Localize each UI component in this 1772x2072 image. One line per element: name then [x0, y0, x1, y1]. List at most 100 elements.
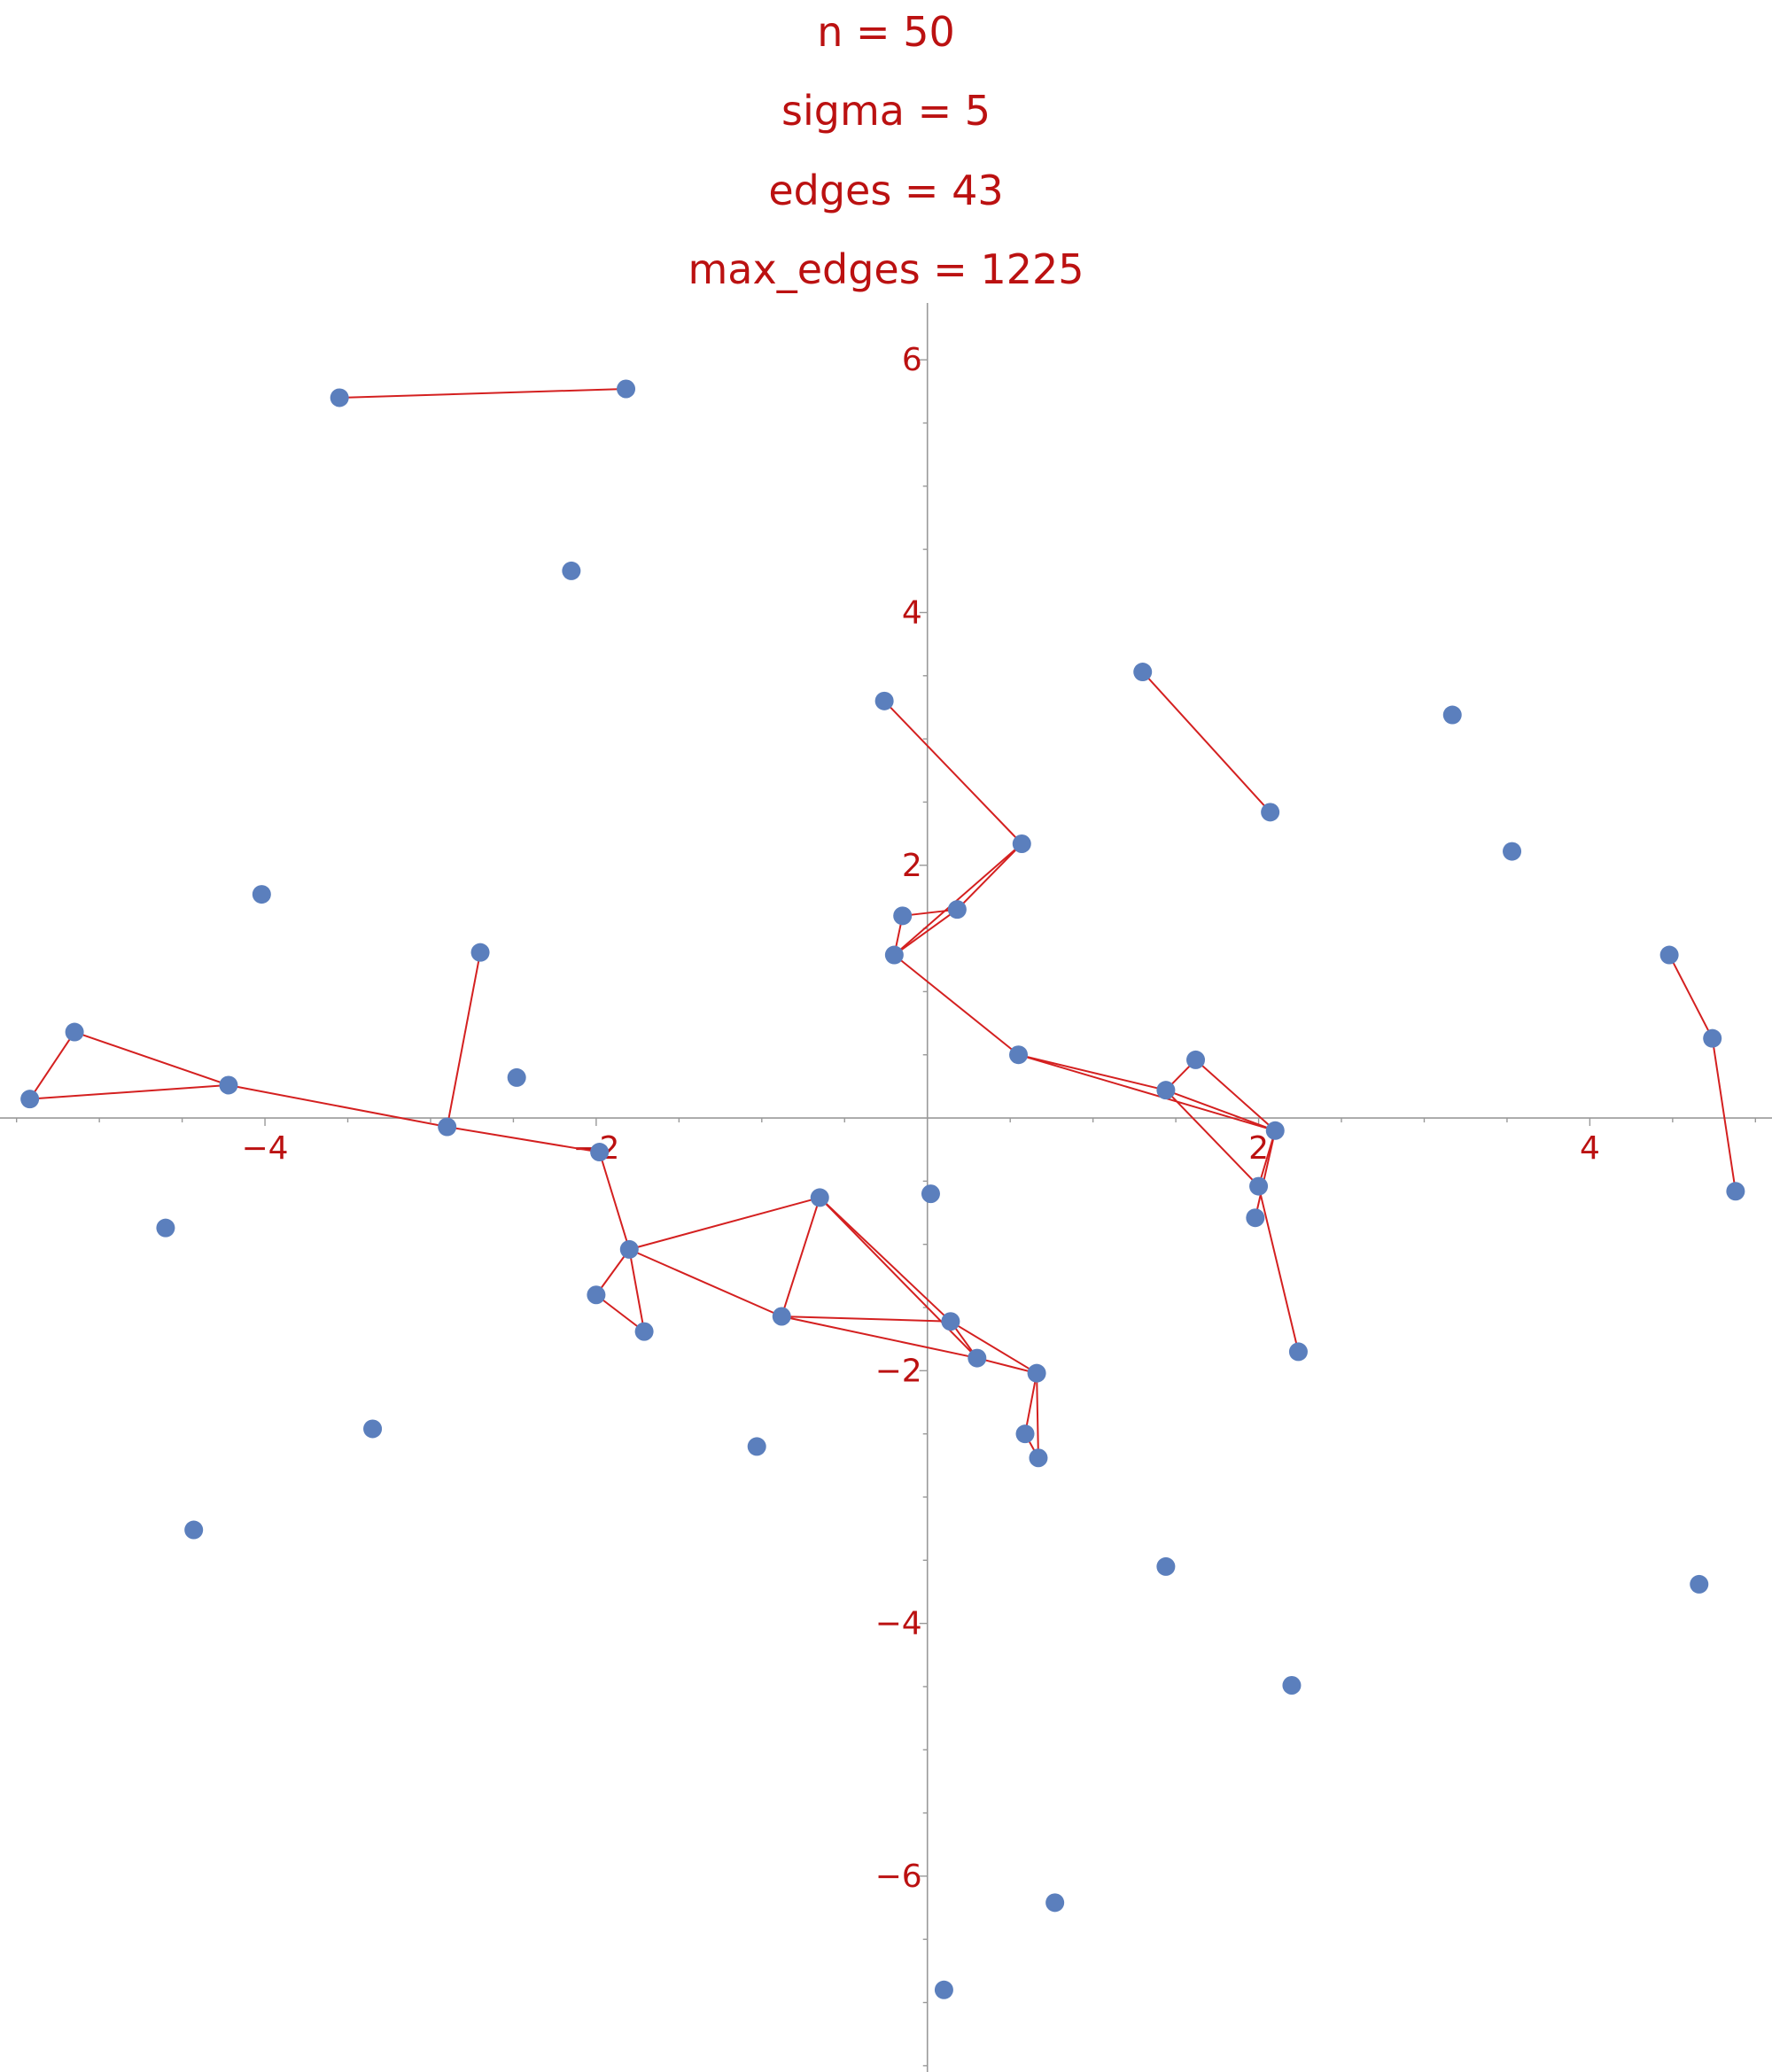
- y-tick-label: −6: [875, 1859, 922, 1895]
- title-line-n: n = 50: [817, 8, 954, 56]
- graph-edge: [595, 1248, 631, 1296]
- graph-edge: [74, 1031, 229, 1086]
- y-tick-label: 4: [902, 594, 922, 631]
- points: [20, 379, 1745, 1999]
- graph-node: [1261, 803, 1280, 822]
- graph-node: [20, 1090, 40, 1109]
- edges: [28, 387, 1737, 1459]
- graph-node: [1156, 1081, 1176, 1100]
- y-tick-label: −4: [875, 1606, 922, 1642]
- graph-node: [747, 1437, 766, 1456]
- graph-node: [884, 945, 904, 965]
- axes: −4−224642−2−4−6: [0, 303, 1772, 2072]
- graph-edge: [1018, 1053, 1167, 1091]
- graph-edge: [893, 908, 958, 956]
- graph-node: [184, 1520, 204, 1540]
- y-tick-label: 2: [902, 848, 922, 884]
- graph-edge: [1194, 1059, 1276, 1132]
- graph-edge: [1257, 1185, 1300, 1353]
- graph-edge: [1254, 1130, 1277, 1218]
- graph-edge: [976, 1357, 1038, 1375]
- graph-node: [587, 1285, 606, 1305]
- graph-node: [1186, 1050, 1206, 1069]
- graph-edge: [781, 1315, 978, 1360]
- graph-node: [968, 1348, 987, 1368]
- graph-node: [470, 943, 490, 962]
- title-line-edges: edges = 43: [768, 167, 1003, 214]
- graph-node: [1045, 1893, 1065, 1913]
- title-line-sigma: sigma = 5: [781, 87, 991, 135]
- graph-node: [1015, 1424, 1035, 1444]
- graph-node: [1703, 1028, 1722, 1048]
- graph-node: [893, 906, 913, 926]
- x-tick-label: 4: [1580, 1130, 1600, 1167]
- graph-node: [1726, 1182, 1745, 1201]
- graph-node: [507, 1067, 526, 1087]
- graph-edge: [1668, 954, 1714, 1039]
- graph-node: [921, 1184, 940, 1204]
- graph-edge: [29, 1083, 229, 1100]
- graph-edge: [1165, 1089, 1276, 1132]
- graph-node: [1442, 705, 1462, 725]
- graph-edge: [1024, 1372, 1038, 1434]
- graph-node: [1133, 663, 1153, 682]
- graph-edge: [1165, 1089, 1260, 1187]
- graph-node: [772, 1307, 791, 1326]
- graph-edge: [1036, 1373, 1039, 1458]
- graph-edge: [447, 1126, 600, 1153]
- graph-node: [330, 388, 349, 407]
- graph-node: [617, 379, 636, 399]
- chart-title: n = 50 sigma = 5 edges = 43 max_edges = …: [688, 8, 1084, 293]
- graph-edge: [628, 1248, 782, 1317]
- graph-edge: [339, 387, 626, 399]
- graph-edge: [595, 1293, 645, 1332]
- graph-edge: [1018, 1053, 1276, 1132]
- graph-node: [252, 885, 271, 904]
- y-tick-label: 6: [902, 342, 922, 378]
- graph-edge: [628, 1249, 646, 1332]
- graph-edge: [1711, 1038, 1737, 1191]
- graph-node: [934, 1980, 953, 1999]
- x-tick-label: 2: [1248, 1130, 1269, 1167]
- graph-edge: [950, 1320, 1038, 1375]
- title-line-max-edges: max_edges = 1225: [688, 245, 1084, 293]
- graph-edge: [1141, 671, 1271, 813]
- graph-node: [947, 900, 967, 920]
- graph-edge: [893, 842, 1022, 956]
- graph-node: [1012, 834, 1031, 854]
- graph-node: [1027, 1363, 1046, 1383]
- graph-node: [1246, 1208, 1265, 1228]
- graph-node: [1009, 1045, 1029, 1065]
- graph-node: [874, 691, 894, 710]
- graph-node: [219, 1075, 238, 1095]
- graph-edge: [28, 1031, 75, 1100]
- graph-edge: [956, 842, 1022, 911]
- graph-edge: [781, 1197, 821, 1317]
- graph-edge: [819, 1197, 952, 1323]
- graph-edge: [893, 954, 1020, 1056]
- graph-node: [619, 1239, 639, 1259]
- graph-node: [1288, 1342, 1308, 1362]
- graph-node: [1503, 842, 1522, 861]
- graph-edge: [228, 1083, 447, 1129]
- x-tick-label: −4: [242, 1130, 289, 1167]
- y-tick-label: −2: [875, 1353, 922, 1389]
- graph-node: [1265, 1121, 1285, 1140]
- graph-node: [1249, 1176, 1269, 1196]
- graph-node: [438, 1117, 457, 1137]
- graph-node: [634, 1322, 654, 1341]
- graph-edge: [781, 1315, 951, 1323]
- graph-node: [65, 1022, 84, 1042]
- graph-node: [1029, 1448, 1048, 1468]
- graph-node: [562, 561, 581, 580]
- graph-edge: [883, 700, 1022, 845]
- graph-node: [1156, 1556, 1176, 1576]
- graph-node: [1282, 1676, 1302, 1696]
- graph-node: [363, 1419, 383, 1439]
- graph-node: [590, 1143, 610, 1162]
- graph-edge: [446, 951, 482, 1128]
- graph-edge: [598, 1152, 631, 1250]
- graph-node: [1690, 1574, 1709, 1594]
